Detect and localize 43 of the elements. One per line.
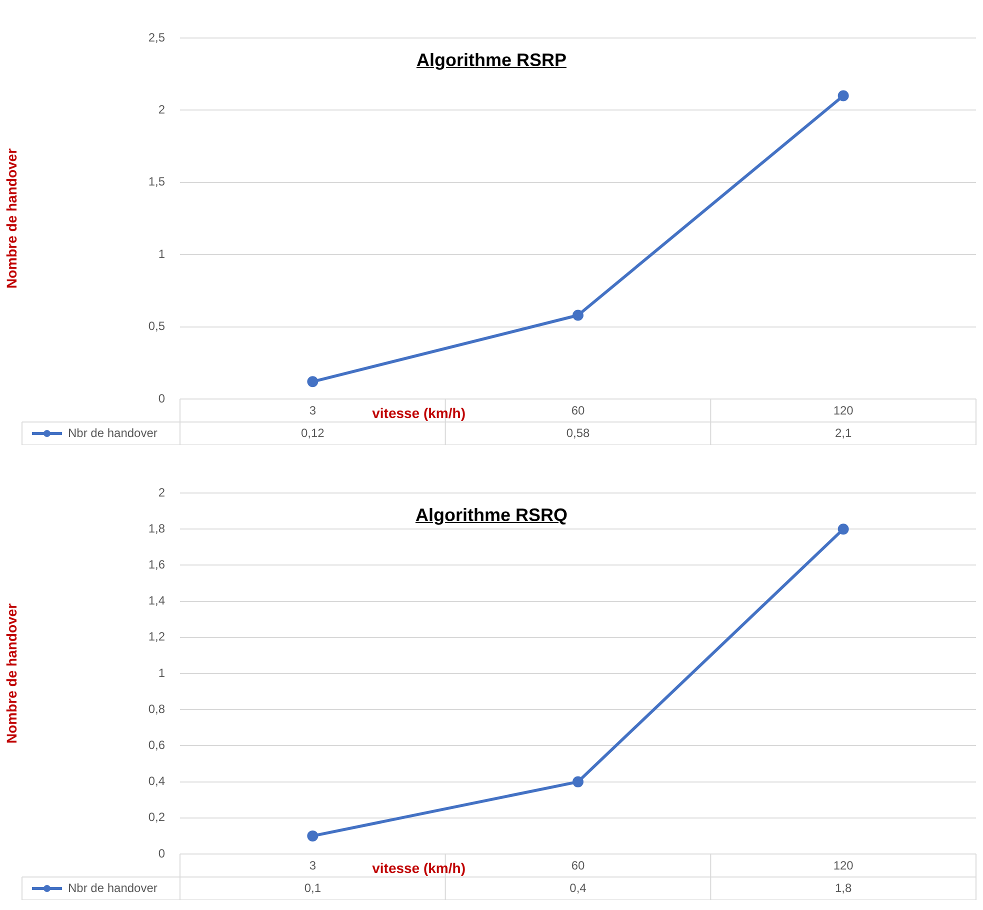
data-label: 0,1 <box>304 880 322 895</box>
data-label: 0,4 <box>570 880 587 895</box>
legend-label: Nbr de handover <box>68 880 158 895</box>
point <box>838 90 849 102</box>
y-tick-label: 1 <box>158 246 166 261</box>
y-axis-title: Nombre de handover <box>3 148 20 289</box>
point <box>572 776 584 788</box>
x-tick-label: 3 <box>309 404 316 418</box>
data-label: 0,58 <box>566 426 590 440</box>
x-tick-label: 60 <box>571 404 585 418</box>
point <box>838 524 849 535</box>
data-label: 0,12 <box>300 426 325 440</box>
y-tick-label: 1,5 <box>148 174 166 189</box>
y-tick-label: 0,5 <box>148 319 166 334</box>
data-label: 2,1 <box>834 426 852 440</box>
legend-label: Nbr de handover <box>68 426 158 440</box>
point <box>572 310 584 321</box>
x-tick-label: 120 <box>833 858 854 873</box>
y-tick-label: 0 <box>158 391 166 406</box>
y-tick-label: 1,4 <box>148 594 166 608</box>
x-axis-title: vitesse (km/h) <box>372 860 466 876</box>
y-tick-label: 2,5 <box>148 30 166 44</box>
data-label: 1,8 <box>834 880 852 895</box>
y-tick-label: 1,6 <box>148 558 166 572</box>
text: Algorithme RSRP <box>415 50 568 71</box>
y-tick-label: 1,8 <box>148 521 166 536</box>
y-tick-label: 0,4 <box>148 774 166 788</box>
point <box>307 376 318 388</box>
y-axis-title: Nombre de handover <box>3 602 20 744</box>
x-axis-title: vitesse (km/h) <box>372 404 466 421</box>
point <box>307 830 318 842</box>
x-tick-label: 120 <box>833 404 854 418</box>
y-tick-label: 0,6 <box>148 738 166 752</box>
y-tick-label: 2 <box>158 485 166 500</box>
y-tick-label: 1 <box>158 666 166 680</box>
y-tick-label: 1,2 <box>148 630 166 644</box>
x-tick-label: 3 <box>309 858 316 873</box>
y-tick-label: 0 <box>158 846 166 860</box>
y-tick-label: 0,8 <box>148 702 166 716</box>
text: Algorithme RSRQ <box>415 505 568 525</box>
y-tick-label: 0,2 <box>148 810 166 824</box>
y-tick-label: 2 <box>158 102 166 117</box>
x-tick-label: 60 <box>571 858 585 873</box>
